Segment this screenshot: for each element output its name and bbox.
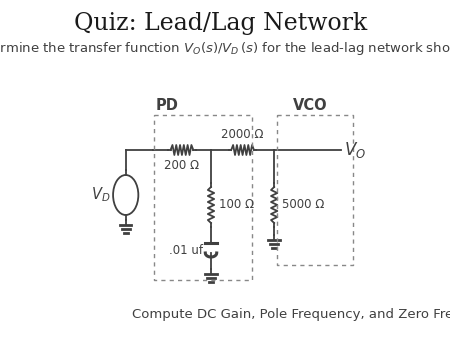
Text: 2000 Ω: 2000 Ω [221, 128, 264, 141]
Text: Quiz: Lead/Lag Network: Quiz: Lead/Lag Network [74, 12, 367, 35]
Text: 200 Ω: 200 Ω [164, 159, 199, 172]
Text: $V_O$: $V_O$ [344, 140, 366, 160]
Text: PD: PD [155, 98, 178, 113]
Text: Determine the transfer function $V_O(s)/V_D\,(s)$ for the lead-lag network shown: Determine the transfer function $V_O(s)/… [0, 40, 450, 57]
Text: $V_D$: $V_D$ [90, 186, 110, 204]
Text: 5000 Ω: 5000 Ω [282, 198, 324, 212]
Text: VCO: VCO [293, 98, 328, 113]
Text: .01 uf: .01 uf [169, 243, 203, 257]
Text: 100 Ω: 100 Ω [219, 198, 254, 212]
Text: Compute DC Gain, Pole Frequency, and Zero Frequency: Compute DC Gain, Pole Frequency, and Zer… [132, 308, 450, 321]
